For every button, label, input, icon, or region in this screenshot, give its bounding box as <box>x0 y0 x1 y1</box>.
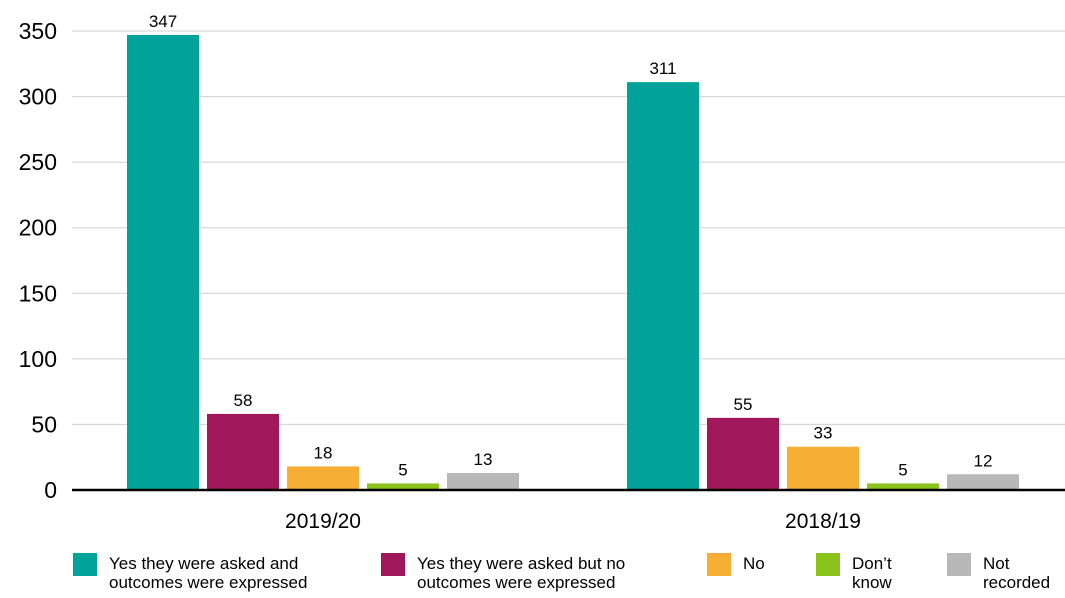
legend-label: Not recorded <box>983 554 1051 592</box>
y-tick-label: 150 <box>19 280 57 306</box>
legend-item: Don’t know <box>816 553 892 592</box>
legend-swatch <box>73 553 97 576</box>
bar-value-label: 13 <box>474 450 493 469</box>
bar <box>627 82 699 490</box>
bar-value-label: 58 <box>234 391 253 410</box>
legend-label: Yes they were asked but no outcomes were… <box>417 554 626 592</box>
legend-item: Yes they were asked and outcomes were ex… <box>73 553 307 592</box>
y-tick-label: 100 <box>19 346 57 372</box>
x-category-label: 2019/20 <box>285 510 361 533</box>
gridlines <box>72 30 1065 425</box>
x-category-label: 2018/19 <box>785 510 861 533</box>
legend: Yes they were asked and outcomes were ex… <box>0 553 1065 598</box>
legend-swatch <box>381 553 405 576</box>
y-tick-label: 0 <box>44 477 57 503</box>
bar-value-label: 55 <box>734 395 753 414</box>
x-axis-categories: 2019/20 2018/19 <box>285 510 861 533</box>
bar-value-label: 311 <box>649 59 676 78</box>
y-axis-ticks: 0 50 100 150 200 250 300 350 <box>19 18 57 503</box>
y-tick-label: 300 <box>19 84 57 110</box>
legend-item: Not recorded <box>947 553 1050 592</box>
bar-value-label: 33 <box>814 424 833 443</box>
bar <box>867 483 939 490</box>
y-tick-label: 350 <box>19 18 57 44</box>
legend-item: No <box>707 553 765 576</box>
bar-value-label: 18 <box>314 443 333 462</box>
legend-swatch <box>707 553 731 576</box>
bar <box>447 472 519 490</box>
y-tick-label: 250 <box>19 149 57 175</box>
bar-value-label: 347 <box>149 12 177 31</box>
bar <box>287 466 359 490</box>
legend-swatch <box>816 553 840 576</box>
bar <box>787 446 859 490</box>
bar-value-label: 5 <box>898 460 907 479</box>
bars <box>127 34 1019 490</box>
bar-value-label: 5 <box>398 460 407 479</box>
bar-chart: 0 50 100 150 200 250 300 350 347 58 18 5 13 311 55 33 5… <box>19 12 1065 533</box>
bar-value-label: 12 <box>974 451 993 470</box>
data-labels: 347 58 18 5 13 311 55 33 5 12 <box>149 12 993 480</box>
bar <box>947 474 1019 490</box>
legend-label: Yes they were asked and outcomes were ex… <box>109 554 308 592</box>
y-tick-label: 50 <box>31 411 57 437</box>
bar <box>127 34 199 490</box>
bar <box>207 413 279 490</box>
legend-swatch <box>947 553 971 576</box>
legend-label: Don’t know <box>852 554 892 592</box>
y-tick-label: 200 <box>19 215 57 241</box>
legend-item: Yes they were asked but no outcomes were… <box>381 553 625 592</box>
legend-label: No <box>743 554 765 573</box>
bar <box>367 483 439 490</box>
bar <box>707 417 779 490</box>
